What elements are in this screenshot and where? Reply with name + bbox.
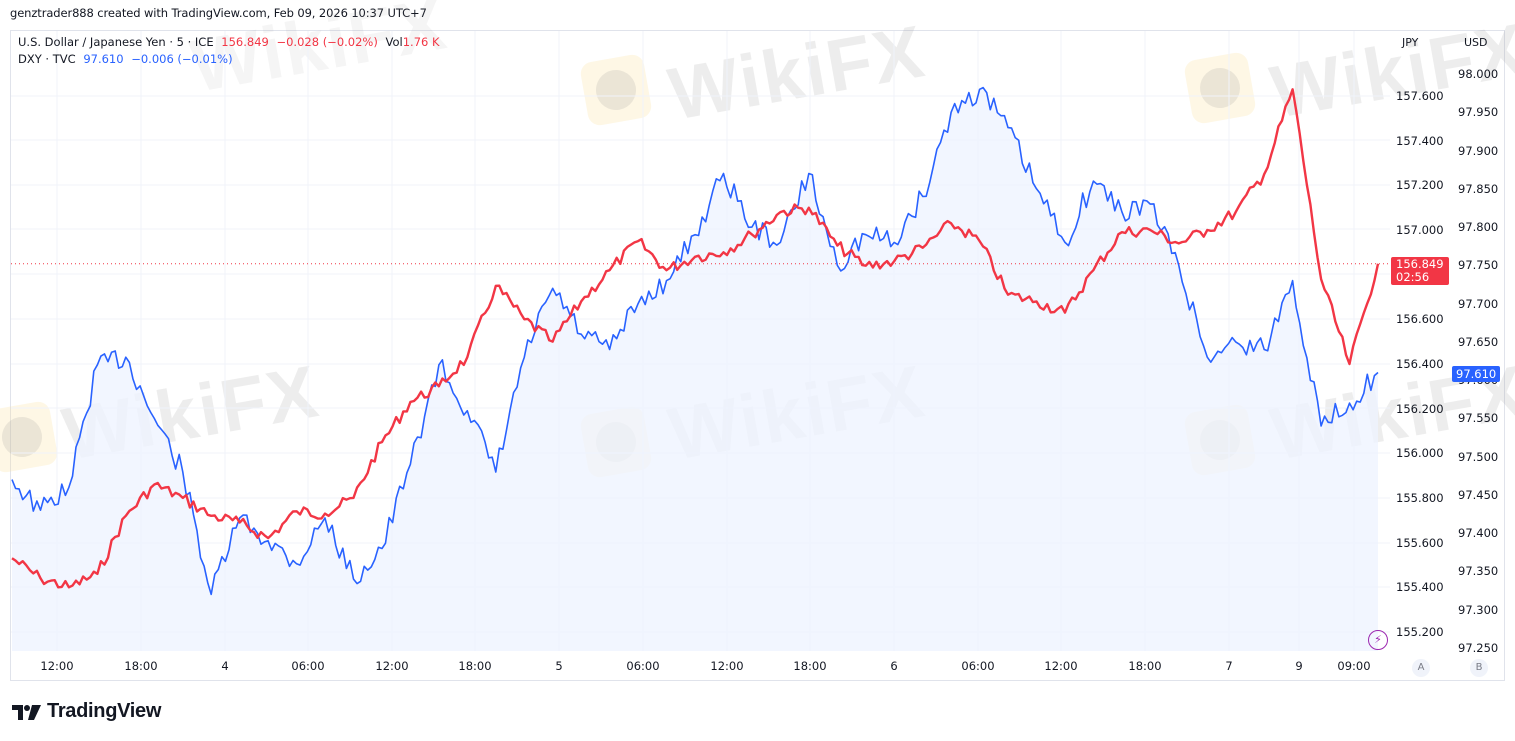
usd-tick-label: 97.550: [1458, 411, 1499, 426]
usd-tick-label: 97.850: [1458, 181, 1499, 196]
time-tick-label: 09:00: [1337, 659, 1371, 673]
time-tick-label: 12:00: [1044, 659, 1078, 673]
dxy-series-line: [11, 86, 1379, 596]
usd-tick-label: 97.750: [1458, 258, 1499, 273]
usdjpy-price-tag-value: 156.849: [1396, 257, 1444, 271]
time-tick-label: 06:00: [961, 659, 995, 673]
usd-tick-label: 98.000: [1458, 67, 1499, 81]
auto-scale-button[interactable]: A: [1412, 659, 1430, 677]
time-tick-label: 06:00: [626, 659, 660, 673]
jpy-tick-label: 155.200: [1396, 624, 1444, 639]
tradingview-logo[interactable]: TradingView: [12, 700, 161, 723]
time-tick-label: 18:00: [458, 659, 492, 673]
compare-symbol-name: DXY · TVC: [18, 52, 76, 66]
jpy-tick-label: 155.400: [1396, 580, 1444, 595]
time-tick-label: 18:00: [1128, 659, 1162, 673]
usd-tick-label: 97.500: [1458, 449, 1499, 464]
usdjpy-series-line: [11, 88, 1380, 589]
legend-dxy[interactable]: DXY · TVC 97.610 −0.006 (−0.01%): [18, 52, 237, 66]
usd-tick-label: 97.700: [1458, 296, 1499, 311]
jpy-tick-label: 157.000: [1396, 222, 1444, 237]
usd-tick-label: 97.800: [1458, 220, 1499, 235]
lightning-icon[interactable]: ⚡︎: [1368, 630, 1388, 650]
compare-symbol-change: −0.006 (−0.01%): [131, 52, 233, 66]
usd-tick-label: 97.350: [1458, 564, 1499, 579]
tradingview-brand-text: TradingView: [47, 700, 162, 722]
jpy-tick-label: 156.400: [1396, 356, 1444, 371]
jpy-tick-label: 157.400: [1396, 133, 1444, 148]
usd-tick-label: 97.900: [1458, 143, 1499, 158]
volume-label: Vol: [385, 35, 403, 49]
time-tick-label: 5: [555, 659, 563, 673]
usd-tick-label: 97.300: [1458, 602, 1499, 617]
usd-tick-label: 97.650: [1458, 334, 1499, 349]
usd-tick-label: 97.450: [1458, 487, 1499, 502]
jpy-tick-label: 155.600: [1396, 535, 1444, 550]
time-tick-label: 9: [1295, 659, 1303, 673]
usd-tick-label: 97.400: [1458, 526, 1499, 541]
chart-credit: genztrader888 created with TradingView.c…: [10, 6, 427, 20]
time-tick-label: 7: [1225, 659, 1233, 673]
legend-usdjpy[interactable]: U.S. Dollar / Japanese Yen · 5 · ICE 156…: [18, 35, 444, 49]
volume-value: 1.76 K: [402, 35, 440, 49]
time-tick-label: 18:00: [793, 659, 827, 673]
time-tick-label: 12:00: [40, 659, 74, 673]
time-tick-label: 4: [221, 659, 229, 673]
time-tick-label: 12:00: [375, 659, 409, 673]
symbol-name: U.S. Dollar / Japanese Yen · 5 · ICE: [18, 35, 214, 49]
jpy-tick-label: 155.800: [1396, 490, 1444, 505]
time-tick-label: 6: [890, 659, 898, 673]
time-tick-label: 12:00: [710, 659, 744, 673]
symbol-price: 156.849: [221, 35, 269, 49]
dxy-area-fill: [12, 87, 1378, 652]
jpy-tick-label: 157.600: [1396, 89, 1444, 103]
time-tick-label: 18:00: [124, 659, 158, 673]
dxy-last-price-tag: 97.610: [1452, 366, 1501, 382]
bar-countdown: 02:56: [1396, 270, 1430, 284]
time-tick-label: 06:00: [291, 659, 325, 673]
jpy-tick-label: 156.600: [1396, 312, 1444, 327]
usd-tick-label: 97.950: [1458, 105, 1499, 120]
scale-b-button[interactable]: B: [1470, 659, 1488, 677]
jpy-scale-header[interactable]: JPY: [1402, 36, 1419, 49]
usd-tick-label: 97.250: [1458, 640, 1499, 655]
symbol-change: −0.028 (−0.02%): [276, 35, 378, 49]
usdjpy-last-price-tag: 156.849 02:56: [1391, 257, 1449, 285]
tradingview-logo-icon: [12, 704, 41, 720]
jpy-tick-label: 156.200: [1396, 401, 1444, 416]
jpy-tick-label: 157.200: [1396, 178, 1444, 193]
usd-scale-header[interactable]: USD: [1464, 36, 1488, 49]
compare-symbol-price: 97.610: [83, 52, 124, 66]
jpy-tick-label: 156.000: [1396, 446, 1444, 461]
